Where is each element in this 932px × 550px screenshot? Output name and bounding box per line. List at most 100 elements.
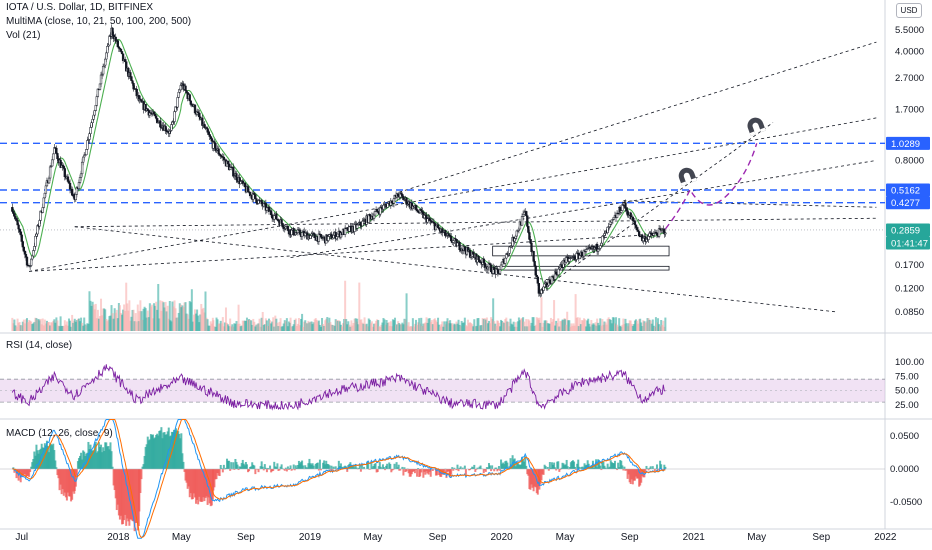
macd-histogram-bar [183, 469, 186, 472]
candle [482, 258, 485, 264]
candle [78, 177, 82, 183]
macd-histogram-bar [180, 433, 183, 469]
candle [20, 234, 23, 242]
volume-bar [164, 301, 167, 331]
macd-histogram-bar [528, 469, 531, 489]
currency-button[interactable]: USD [896, 3, 922, 18]
macd-histogram-bar [293, 469, 296, 471]
macd-histogram-bar [275, 467, 278, 469]
macd-histogram-bar [315, 463, 318, 469]
volume-bar [475, 325, 478, 331]
volume-bar [243, 320, 246, 331]
macd-histogram-bar [62, 469, 65, 496]
macd-histogram-bar [379, 466, 382, 469]
volume-bar [653, 326, 656, 331]
volume-bar [174, 308, 177, 331]
macd-histogram-bar [272, 469, 275, 471]
macd-histogram-bar [607, 467, 610, 469]
legend-ma[interactable]: MultiMA (close, 10, 21, 50, 100, 200, 50… [6, 16, 192, 27]
macd-histogram-bar [546, 466, 549, 469]
candle [116, 40, 119, 48]
rsi-tick-label: 100.00 [895, 357, 924, 368]
macd-histogram-bar [514, 466, 517, 469]
macd-histogram-bar [438, 469, 441, 476]
volume-bar [79, 321, 82, 331]
macd-histogram-bar [308, 458, 311, 469]
volume-bar [579, 324, 582, 331]
candle [36, 225, 39, 235]
volume-bar [69, 320, 72, 331]
volume-bar [453, 323, 456, 331]
volume-bar [535, 317, 538, 331]
macd-histogram-bar [324, 464, 327, 469]
candle [335, 236, 338, 240]
macd-histogram-bar [625, 469, 628, 471]
macd-histogram-bar [549, 467, 552, 469]
candle [217, 148, 220, 155]
volume-bar [479, 325, 482, 331]
macd-histogram-bar [32, 458, 35, 469]
volume-bar [591, 324, 594, 331]
candle [298, 229, 302, 235]
volume-bar [220, 323, 223, 331]
candle [226, 160, 230, 165]
volume-bar [503, 322, 506, 331]
candle [105, 52, 108, 60]
volume-bar [294, 318, 297, 331]
candle [32, 250, 35, 257]
macd-histogram-bar [214, 469, 217, 480]
volume-bar [476, 318, 479, 331]
macd-histogram-bar [31, 462, 34, 469]
macd-histogram-bar [423, 469, 426, 472]
macd-histogram-bar [212, 469, 215, 491]
macd-histogram-bar [76, 461, 79, 469]
volume-bar [66, 325, 69, 331]
macd-histogram-bar [222, 464, 225, 469]
macd-histogram-bar [657, 469, 660, 471]
volume-bar [317, 320, 320, 331]
macd-histogram-bar [532, 469, 535, 492]
volume-bar [640, 322, 643, 331]
candle [19, 231, 22, 236]
macd-histogram-bar [561, 462, 564, 469]
macd-histogram-bar [664, 466, 667, 469]
volume-bar [303, 321, 306, 331]
macd-histogram-bar [224, 467, 227, 469]
macd-histogram-bar [491, 465, 494, 469]
legend-symbol[interactable]: IOTA / U.S. Dollar, 1D, BITFINEX [6, 2, 154, 13]
volume-bar [382, 317, 385, 331]
macd-histogram-bar [186, 469, 189, 489]
legend-vol[interactable]: Vol (21) [6, 30, 41, 41]
macd-histogram-bar [151, 434, 154, 469]
volume-bar [97, 318, 100, 331]
macd-histogram-bar [479, 465, 482, 469]
candle [93, 110, 96, 116]
macd-histogram-bar [129, 469, 132, 520]
macd-histogram-bar [207, 469, 210, 498]
macd-histogram-bar [464, 469, 467, 475]
macd-histogram-bar [455, 469, 458, 471]
legend-macd[interactable]: MACD (12, 26, close, 9) [6, 428, 113, 439]
volume-bar [228, 326, 231, 331]
candle [498, 269, 502, 274]
macd-histogram-bar [638, 469, 641, 487]
volume-bar [63, 320, 66, 331]
volume-bar [490, 317, 493, 331]
volume-bar [156, 309, 159, 331]
macd-histogram-bar [335, 469, 338, 470]
macd-histogram-bar [48, 452, 51, 469]
macd-histogram-bar [140, 469, 143, 480]
volume-bar [258, 318, 261, 331]
candle [38, 220, 41, 227]
volume-bar [379, 326, 382, 331]
legend-rsi[interactable]: RSI (14, close) [6, 340, 73, 351]
volume-bar [457, 319, 460, 331]
volume-bar [349, 326, 352, 331]
time-tick-label: Sep [429, 532, 447, 543]
macd-histogram-bar [554, 467, 557, 469]
volume-bar [589, 326, 592, 331]
volume-bar [123, 304, 126, 331]
volume-bar [607, 317, 610, 331]
macd-histogram-bar [452, 469, 455, 471]
